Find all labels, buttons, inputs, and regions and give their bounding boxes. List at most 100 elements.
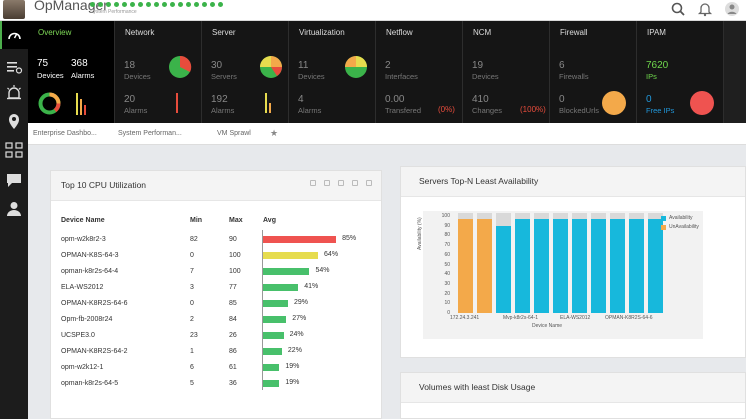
tile-value: 192 — [211, 94, 228, 105]
ipam-status-circle — [690, 91, 714, 115]
user-avatar[interactable] — [3, 0, 25, 19]
pie-chart-icon — [169, 55, 192, 78]
tile-server[interactable]: Server 30 Servers 192 Alarms — [202, 21, 289, 123]
max-cell: 61 — [229, 364, 237, 371]
tile-value: 19 — [472, 60, 484, 71]
y-tick-label: 20 — [444, 290, 450, 297]
tab-vm-sprawl[interactable]: VM Sprawl — [217, 130, 251, 137]
inventory-icon[interactable] — [4, 57, 24, 77]
tab-enterprise-dashboard[interactable]: Enterprise Dashbo... — [33, 130, 97, 137]
tile-value: 0 — [646, 94, 652, 105]
max-cell: 26 — [229, 332, 237, 339]
availability-bar[interactable] — [648, 218, 663, 313]
availability-bar[interactable] — [591, 218, 606, 313]
availability-bar[interactable] — [610, 218, 625, 313]
avg-bar[interactable] — [263, 284, 299, 291]
availability-bar[interactable] — [553, 218, 568, 313]
avg-value: 41% — [304, 283, 319, 290]
tile-ncm[interactable]: NCM 19 Devices 410 Changes (100%) — [463, 21, 550, 123]
min-cell: 82 — [190, 236, 198, 243]
tile-label: Devices — [37, 71, 64, 80]
unavailability-bar[interactable] — [477, 218, 492, 313]
tile-label: Alarms — [211, 106, 235, 115]
device-name-cell[interactable]: Opm-fb-2008r24 — [61, 316, 113, 323]
refresh-icon[interactable] — [310, 180, 316, 186]
max-cell: 100 — [229, 252, 241, 259]
tile-virtualization[interactable]: Virtualization 11 Devices 4 Alarms — [289, 21, 382, 123]
avg-value: 85% — [342, 235, 357, 242]
tile-netflow[interactable]: Netflow 2 Interfaces 0.00 Transfered (0%… — [376, 21, 463, 123]
tile-firewall[interactable]: Firewall 6 Firewalls 0 BlockedUrls — [550, 21, 637, 123]
device-name-cell[interactable]: ELA-WS2012 — [61, 284, 104, 291]
availability-bar[interactable] — [534, 218, 549, 313]
tile-value: 368 — [71, 58, 88, 69]
pie-chart-icon — [345, 56, 367, 78]
legend-unavailability[interactable]: UnAvailability — [669, 224, 699, 230]
avg-bar[interactable] — [263, 380, 280, 387]
device-name-cell[interactable]: OPMAN-K8R2S-64-2 — [61, 348, 128, 355]
min-cell: 7 — [190, 268, 194, 275]
availability-bar[interactable] — [496, 225, 511, 313]
user-icon[interactable] — [4, 199, 24, 219]
avg-bar[interactable] — [263, 332, 284, 339]
max-cell: 84 — [229, 316, 237, 323]
sidebar — [0, 21, 28, 419]
bell-icon[interactable] — [697, 1, 713, 17]
availability-bar[interactable] — [629, 218, 644, 313]
tile-label: BlockedUrls — [559, 106, 600, 115]
top-bar: OpManager System Performance — [0, 0, 746, 21]
avg-value: 19% — [285, 363, 300, 370]
maps-icon[interactable] — [4, 111, 24, 131]
link-icon[interactable] — [352, 180, 358, 186]
summary-tiles: Overview 75 Devices 368 Alarms Network 1… — [28, 21, 746, 123]
tile-label: Alarms — [124, 106, 148, 115]
user-menu-icon[interactable] — [724, 1, 740, 17]
y-tick-label: 0 — [447, 310, 450, 316]
panel-title: Servers Top-N Least Availability — [419, 176, 539, 186]
device-name-cell[interactable]: opman-k8r2s-64-4 — [61, 268, 119, 275]
tile-overview[interactable]: Overview 75 Devices 368 Alarms — [28, 21, 115, 123]
app-title: OpManager — [34, 0, 108, 13]
avg-bar[interactable] — [263, 316, 287, 323]
tile-ipam[interactable]: IPAM 7620 IPs 0 Free IPs — [637, 21, 724, 123]
avg-bar[interactable] — [263, 364, 280, 371]
device-name-cell[interactable]: OPMAN-K8S-64-3 — [61, 252, 119, 259]
availability-bar[interactable] — [572, 218, 587, 313]
device-name-cell[interactable]: opman-k8r2s-64-5 — [61, 380, 119, 387]
apps-icon[interactable] — [4, 140, 24, 160]
tile-title: IPAM — [647, 28, 666, 37]
y-tick-label: 50 — [444, 261, 450, 268]
col-min: Min — [190, 217, 203, 224]
device-name-cell[interactable]: opm-w2k8r2-3 — [61, 236, 106, 243]
avg-value: 19% — [285, 379, 300, 386]
avg-bar[interactable] — [263, 236, 337, 243]
sidebar-item-dashboard[interactable] — [0, 21, 28, 49]
avg-value: 64% — [324, 251, 339, 258]
max-cell: 100 — [229, 268, 241, 275]
device-name-cell[interactable]: opm-w2k12-1 — [61, 364, 104, 371]
tile-value: 7620 — [646, 60, 669, 71]
device-name-cell[interactable]: OPMAN-K8R2S-64-6 — [61, 300, 128, 307]
alarms-icon[interactable] — [4, 83, 24, 103]
chat-icon[interactable] — [4, 170, 24, 190]
device-name-cell[interactable]: UCSPE3.0 — [61, 332, 95, 339]
avg-bar[interactable] — [263, 348, 282, 355]
legend-swatch-availability — [661, 216, 666, 221]
avg-bar[interactable] — [263, 252, 319, 259]
star-icon[interactable]: ★ — [270, 128, 279, 138]
search-icon[interactable] — [670, 1, 686, 17]
availability-bar[interactable] — [515, 218, 530, 313]
dashboard-icon — [8, 32, 21, 40]
edit-icon[interactable] — [338, 180, 344, 186]
tile-network[interactable]: Network 18 Devices 20 Alarms — [115, 21, 202, 123]
close-icon[interactable] — [366, 180, 372, 186]
avg-bar[interactable] — [263, 300, 288, 307]
tab-system-performance[interactable]: System Performan... — [118, 130, 182, 137]
y-tick-label: 80 — [444, 232, 450, 239]
legend-availability[interactable]: Availability — [669, 215, 693, 221]
unavailability-bar[interactable] — [458, 218, 473, 313]
export-icon[interactable] — [324, 180, 330, 186]
avg-bar[interactable] — [263, 268, 310, 275]
tile-label: IPs — [646, 72, 657, 81]
min-cell: 6 — [190, 364, 194, 371]
